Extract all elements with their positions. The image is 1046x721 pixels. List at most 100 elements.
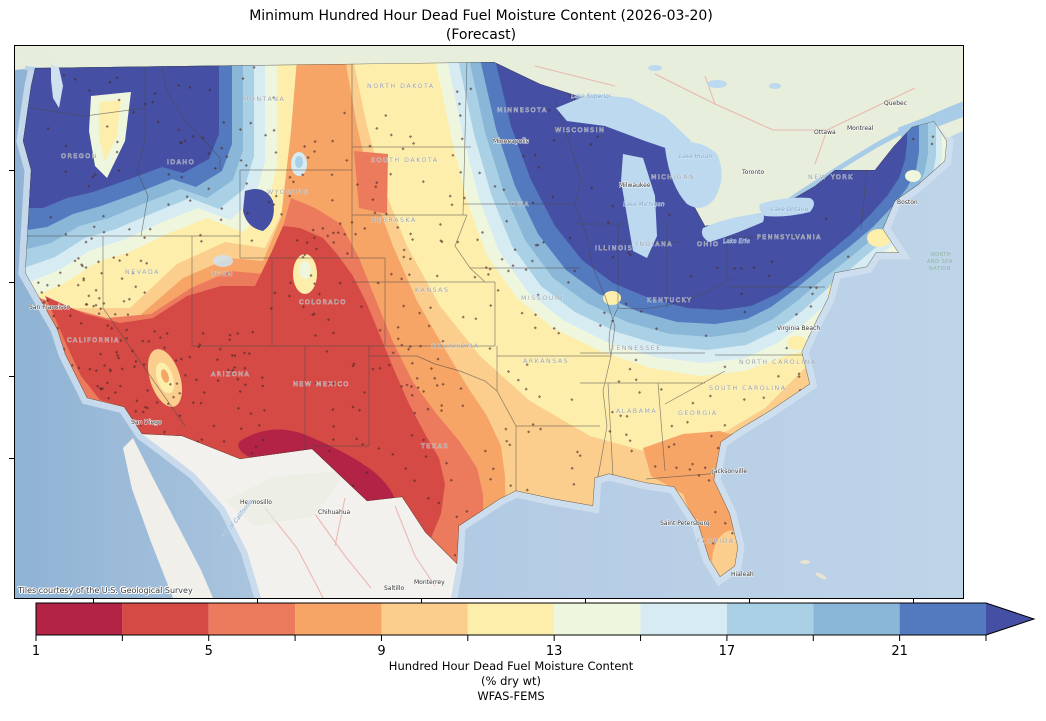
station-marker: [274, 194, 278, 198]
station-marker: [625, 414, 629, 418]
station-marker: [767, 274, 771, 278]
station-marker: [326, 234, 330, 238]
station-marker: [654, 327, 659, 331]
great-lakes: [51, 64, 827, 580]
colorbar-band: [640, 603, 727, 635]
station-marker: [505, 219, 509, 223]
station-marker: [272, 203, 276, 207]
station-marker: [575, 450, 580, 454]
station-marker: [461, 315, 465, 319]
station-marker: [199, 401, 203, 405]
station-marker: [809, 304, 813, 309]
station-marker: [531, 422, 535, 426]
map-label: SOUTH DAKOTA: [371, 157, 439, 164]
station-marker: [488, 346, 492, 351]
station-marker: [410, 393, 414, 397]
station-marker: [617, 379, 621, 384]
station-marker: [533, 153, 537, 157]
station-marker: [674, 466, 678, 470]
station-marker: [551, 195, 555, 199]
station-marker: [691, 462, 695, 466]
station-marker: [723, 365, 727, 369]
station-marker: [713, 510, 717, 514]
station-marker: [608, 429, 612, 433]
map-label: WYOMING: [267, 189, 309, 196]
station-marker: [422, 389, 426, 393]
station-marker: [413, 479, 417, 483]
map-label: Ottawa: [814, 129, 836, 136]
station-marker: [489, 303, 493, 308]
station-marker: [667, 445, 671, 449]
station-marker: [723, 423, 727, 427]
station-marker: [391, 452, 395, 456]
map-label: OHIO: [697, 241, 720, 248]
figure-title: Minimum Hundred Hour Dead Fuel Moisture …: [0, 7, 962, 46]
title-line-1: Minimum Hundred Hour Dead Fuel Moisture …: [249, 8, 713, 24]
station-marker: [231, 368, 235, 372]
station-marker: [743, 310, 747, 314]
station-marker: [435, 383, 439, 388]
map-label: MICHIGAN: [651, 174, 695, 181]
map-label: Lake Huron: [679, 154, 713, 160]
station-marker: [628, 439, 632, 443]
station-marker: [474, 317, 478, 321]
station-marker: [723, 521, 727, 525]
station-marker: [361, 442, 365, 446]
station-marker: [689, 274, 693, 279]
map-label: OKLAHOMA: [431, 343, 479, 350]
station-marker: [506, 370, 511, 374]
map-label: Lake Superior: [571, 94, 612, 100]
station-marker: [709, 434, 714, 438]
station-marker: [740, 292, 744, 296]
station-marker: [351, 405, 355, 409]
station-marker: [598, 324, 602, 328]
station-marker: [436, 357, 440, 361]
map-label: NEVADA: [125, 269, 160, 276]
map-label: Milwaukee: [619, 182, 651, 189]
colorbar-band: [208, 603, 296, 635]
station-marker: [101, 214, 106, 218]
station-marker: [321, 226, 325, 230]
station-marker: [87, 89, 92, 93]
station-marker: [606, 220, 610, 225]
colorbar-outline: [35, 602, 1036, 636]
station-marker: [178, 414, 182, 418]
station-marker: [573, 269, 577, 273]
station-marker: [143, 236, 147, 240]
station-marker: [541, 240, 546, 244]
map-label: Hermosillo: [240, 499, 272, 506]
colorbar-band: [122, 603, 209, 635]
station-marker: [400, 384, 404, 388]
station-marker: [659, 387, 663, 391]
colorbar-tick-label: 5: [205, 644, 213, 659]
station-marker: [313, 333, 318, 338]
station-marker: [105, 124, 109, 129]
map-label: Montreal: [847, 125, 874, 132]
station-marker: [462, 196, 466, 200]
station-marker: [716, 446, 720, 450]
colorbar-band: [813, 603, 900, 635]
station-marker: [794, 312, 798, 316]
station-marker: [504, 427, 508, 431]
station-marker: [274, 150, 278, 155]
map-label: Toronto: [741, 169, 764, 176]
station-marker: [389, 172, 393, 176]
station-marker: [715, 266, 719, 270]
station-marker: [536, 243, 540, 247]
station-marker: [178, 140, 182, 144]
map-label: SOUTH CAROLINA: [709, 385, 787, 392]
station-marker: [84, 265, 88, 270]
station-marker: [216, 379, 220, 383]
station-marker: [552, 138, 556, 142]
station-marker: [328, 449, 332, 453]
map-label: MINNESOTA: [497, 107, 548, 114]
colorbar-band: [381, 603, 468, 635]
colorbar-tick-label: 1: [32, 644, 40, 659]
station-marker: [418, 311, 422, 315]
station-marker: [703, 466, 707, 470]
station-marker: [691, 401, 695, 405]
station-marker: [54, 306, 58, 310]
station-marker: [797, 375, 801, 379]
station-marker: [776, 374, 781, 378]
map-label: San Francisco: [29, 304, 71, 311]
